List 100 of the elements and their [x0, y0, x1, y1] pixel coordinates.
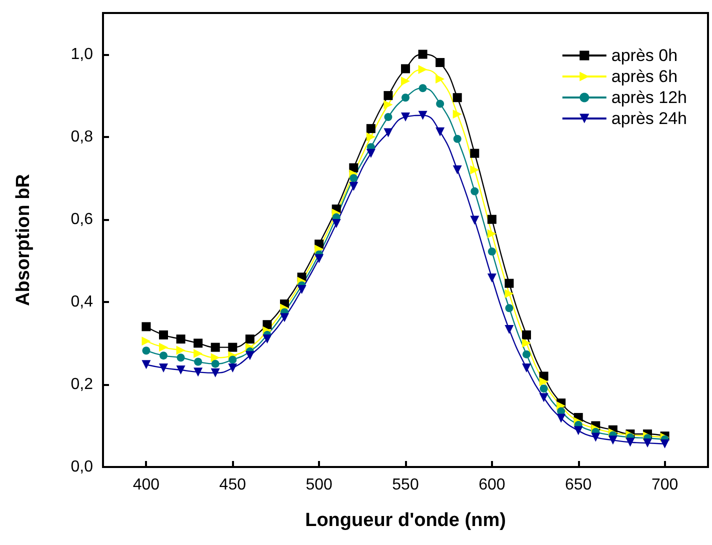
point — [418, 50, 428, 59]
y-tick-label: 0,2 — [70, 376, 94, 393]
point — [418, 84, 427, 92]
x-tick-label: 650 — [565, 476, 592, 494]
point — [436, 74, 445, 84]
point — [436, 127, 445, 136]
point — [488, 248, 496, 256]
legend-label: après 0h — [611, 46, 678, 65]
point — [142, 322, 151, 332]
point — [487, 214, 496, 224]
point — [160, 352, 168, 360]
point — [522, 338, 531, 348]
point — [470, 187, 479, 196]
point — [626, 438, 635, 447]
y-tick-label: 0,0 — [70, 458, 94, 476]
point — [522, 363, 531, 372]
point — [402, 94, 410, 102]
point — [470, 148, 480, 158]
point — [384, 100, 393, 110]
point — [245, 334, 254, 344]
point — [401, 76, 410, 86]
point — [210, 353, 220, 362]
point — [245, 351, 254, 360]
point — [210, 342, 220, 352]
y-tick-label: 1,0 — [70, 46, 94, 63]
point — [452, 110, 462, 119]
point — [332, 218, 341, 228]
point — [522, 350, 530, 358]
point — [366, 124, 376, 134]
point — [539, 377, 548, 386]
point — [470, 216, 480, 225]
point — [384, 91, 393, 100]
point — [194, 349, 203, 358]
x-tick-label: 450 — [219, 476, 246, 494]
point — [436, 58, 445, 68]
point — [504, 289, 514, 298]
point — [574, 426, 583, 436]
point — [401, 112, 410, 122]
point — [453, 134, 462, 143]
point — [504, 278, 514, 288]
y-tick-label: 0,8 — [70, 128, 94, 146]
point — [487, 273, 496, 282]
point — [522, 330, 531, 340]
point — [350, 174, 358, 182]
point — [384, 113, 392, 122]
point — [487, 229, 496, 238]
point — [262, 334, 272, 344]
y-tick-label: 0,6 — [70, 210, 94, 228]
point — [194, 358, 202, 366]
point — [176, 354, 185, 362]
point — [142, 336, 151, 346]
point — [556, 414, 566, 423]
point — [228, 356, 237, 364]
point — [194, 338, 203, 348]
x-axis-title: Longueur d'onde (nm) — [305, 510, 506, 531]
point — [418, 110, 428, 120]
point — [176, 366, 186, 375]
point — [297, 285, 306, 294]
point — [452, 93, 462, 102]
y-axis-title: Absorption bR — [13, 174, 34, 306]
point — [436, 100, 444, 108]
point — [452, 165, 462, 174]
point — [142, 360, 151, 370]
point — [228, 342, 238, 352]
legend-label: après 12h — [611, 88, 688, 107]
x-tick-label: 400 — [132, 476, 160, 494]
point — [210, 368, 220, 378]
point — [176, 334, 186, 344]
x-tick-label: 700 — [651, 476, 678, 494]
point — [470, 165, 480, 174]
point — [608, 436, 618, 445]
point — [262, 320, 272, 330]
point — [504, 325, 514, 334]
point — [228, 363, 238, 372]
legend-label: après 6h — [611, 67, 678, 86]
point — [418, 65, 428, 74]
point — [314, 254, 324, 264]
point — [384, 128, 393, 138]
point — [194, 368, 203, 377]
y-tick-label: 0,4 — [70, 293, 94, 310]
legend-label: après 24h — [611, 109, 688, 128]
point — [211, 360, 220, 368]
x-tick-label: 550 — [392, 476, 419, 494]
point — [366, 148, 376, 158]
point — [159, 342, 168, 352]
point — [540, 384, 548, 393]
point — [643, 438, 652, 448]
x-tick-label: 600 — [478, 476, 506, 494]
point — [142, 346, 150, 355]
point — [349, 182, 358, 191]
point — [159, 363, 168, 372]
point — [660, 439, 670, 448]
point — [176, 346, 186, 355]
point — [159, 330, 168, 340]
x-tick-label: 500 — [306, 476, 333, 494]
point — [366, 132, 376, 142]
point — [539, 393, 548, 402]
point — [591, 432, 600, 442]
point — [401, 64, 410, 74]
point — [505, 304, 514, 312]
